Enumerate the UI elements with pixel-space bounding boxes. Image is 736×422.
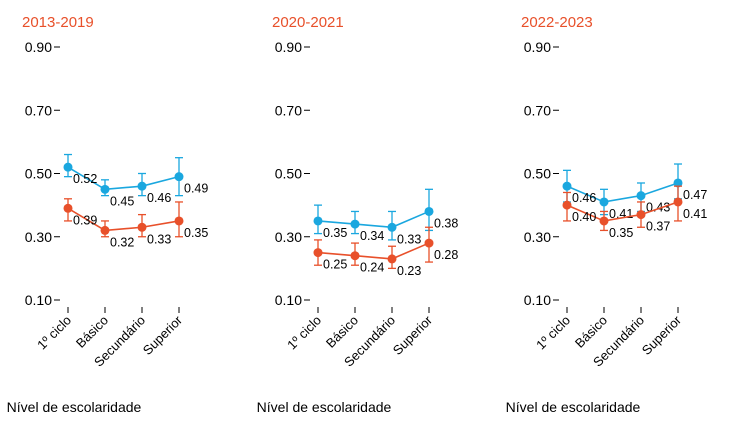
data-point — [137, 181, 147, 191]
data-label: 0.39 — [73, 213, 97, 227]
data-point — [562, 181, 572, 191]
y-tick-label: 0.50 — [524, 166, 551, 182]
data-label: 0.38 — [434, 216, 458, 230]
data-point — [424, 238, 434, 248]
data-point — [100, 225, 110, 235]
data-point — [174, 216, 184, 226]
panel-title: 2022-2023 — [521, 14, 593, 31]
series-line — [566, 201, 679, 222]
x-tick-label: Superior — [639, 312, 685, 358]
x-tick-label: Superior — [390, 312, 436, 358]
data-label: 0.35 — [609, 226, 633, 240]
x-tick-label: 1º ciclo — [284, 313, 324, 353]
y-tick-label: 0.30 — [275, 229, 302, 245]
data-label: 0.35 — [323, 226, 347, 240]
x-tick-label: Superior — [140, 312, 186, 358]
y-tick-label: 0.70 — [275, 102, 302, 118]
y-tick-label: 0.90 — [524, 39, 551, 55]
data-point — [350, 219, 360, 229]
data-label: 0.43 — [646, 201, 670, 215]
data-label: 0.35 — [184, 226, 208, 240]
data-point — [562, 200, 572, 210]
series-line — [317, 210, 430, 229]
data-label: 0.24 — [360, 261, 384, 275]
data-point — [313, 248, 323, 258]
data-label: 0.40 — [572, 210, 596, 224]
y-tick-label: 0.90 — [25, 39, 52, 55]
data-point — [63, 162, 73, 172]
data-point — [387, 222, 397, 232]
data-label: 0.46 — [572, 191, 596, 205]
data-label: 0.49 — [184, 182, 208, 196]
data-label: 0.45 — [110, 194, 134, 208]
data-label: 0.47 — [683, 188, 707, 202]
series-line — [317, 242, 430, 260]
series-line — [566, 182, 679, 203]
data-label: 0.37 — [646, 220, 670, 234]
data-point — [313, 216, 323, 226]
x-axis-title: Nível de escolaridade — [257, 399, 392, 415]
data-point — [599, 197, 609, 207]
y-tick-label: 0.50 — [25, 166, 52, 182]
y-tick-label: 0.10 — [524, 292, 551, 308]
data-label: 0.34 — [360, 229, 384, 243]
data-point — [100, 184, 110, 194]
y-tick-label: 0.10 — [275, 292, 302, 308]
x-tick-label: 1º ciclo — [34, 313, 74, 353]
y-tick-label: 0.50 — [275, 166, 302, 182]
y-tick-label: 0.70 — [25, 102, 52, 118]
data-label: 0.46 — [147, 191, 171, 205]
y-tick-label: 0.90 — [275, 39, 302, 55]
x-tick-label: 1º ciclo — [533, 313, 573, 353]
data-label: 0.41 — [683, 207, 707, 221]
data-point — [350, 251, 360, 261]
series-line — [67, 166, 180, 191]
y-tick-label: 0.10 — [25, 292, 52, 308]
data-label: 0.33 — [147, 232, 171, 246]
data-label: 0.25 — [323, 258, 347, 272]
x-axis-title: Nível de escolaridade — [7, 399, 142, 415]
data-point — [137, 222, 147, 232]
data-label: 0.52 — [73, 172, 97, 186]
panel-title: 2020-2021 — [272, 14, 344, 31]
data-point — [599, 216, 609, 226]
data-label: 0.33 — [397, 232, 421, 246]
data-label: 0.32 — [110, 235, 134, 249]
y-tick-label: 0.30 — [524, 229, 551, 245]
data-point — [673, 197, 683, 207]
series-line — [67, 207, 180, 232]
data-point — [636, 210, 646, 220]
y-tick-label: 0.30 — [25, 229, 52, 245]
y-tick-label: 0.70 — [524, 102, 551, 118]
panel-title: 2013-2019 — [22, 14, 94, 31]
data-point — [174, 172, 184, 182]
data-point — [424, 206, 434, 216]
data-point — [636, 191, 646, 201]
x-axis-title: Nível de escolaridade — [506, 399, 641, 415]
data-point — [673, 178, 683, 188]
data-label: 0.28 — [434, 248, 458, 262]
data-point — [387, 254, 397, 264]
data-point — [63, 203, 73, 213]
data-label: 0.23 — [397, 264, 421, 278]
